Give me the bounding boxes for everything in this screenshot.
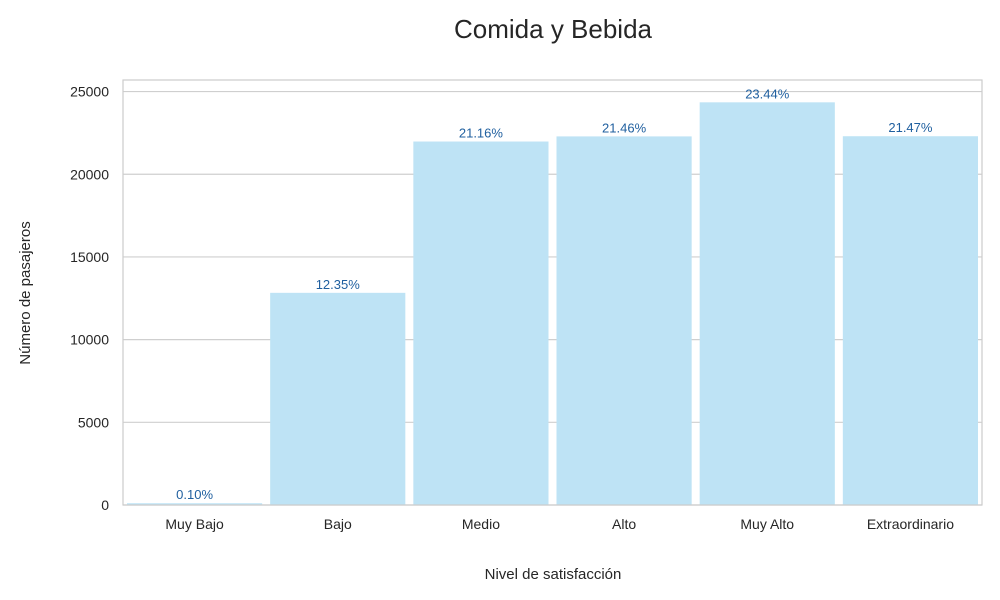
bars [127,102,978,506]
bar-bajo [270,292,406,505]
x-tick-label: Medio [462,516,500,532]
x-tick-label: Bajo [324,516,352,532]
bar-extraordinario [842,136,978,505]
data-label: 21.16% [459,126,504,141]
bar-muy-alto [699,102,835,506]
bar-alto [556,136,692,505]
data-labels: 0.10% 12.35% 21.16% 21.46% 23.44% 21.47% [176,86,933,502]
y-axis-label: Número de pasajeros [17,221,34,364]
y-tick-label: 5000 [78,414,109,430]
y-tick-label: 20000 [70,166,109,182]
x-tick-label: Muy Bajo [165,516,224,532]
x-tick-label: Extraordinario [867,516,954,532]
data-label: 21.47% [888,120,933,135]
y-tick-label: 25000 [70,84,109,100]
x-tick-label: Alto [612,516,636,532]
x-tick-labels: Muy Bajo Bajo Medio Alto Muy Alto Extraordina… [165,516,954,532]
bar-medio [413,141,549,505]
y-tick-label: 0 [101,497,109,513]
x-axis-label: Nivel de satisfacción [485,566,622,583]
data-label: 0.10% [176,487,213,502]
data-label: 12.35% [316,277,361,292]
plot-frame [122,79,983,506]
data-label: 23.44% [745,86,790,101]
data-label: 21.46% [602,120,647,135]
chart-title: Comida y Bebida [454,14,653,44]
y-tick-label: 15000 [70,249,109,265]
bar-muy-bajo [127,503,263,505]
x-tick-label: Muy Alto [740,516,794,532]
y-tick-labels: 0 5000 10000 15000 20000 25000 [70,84,109,513]
y-tick-label: 10000 [70,332,109,348]
